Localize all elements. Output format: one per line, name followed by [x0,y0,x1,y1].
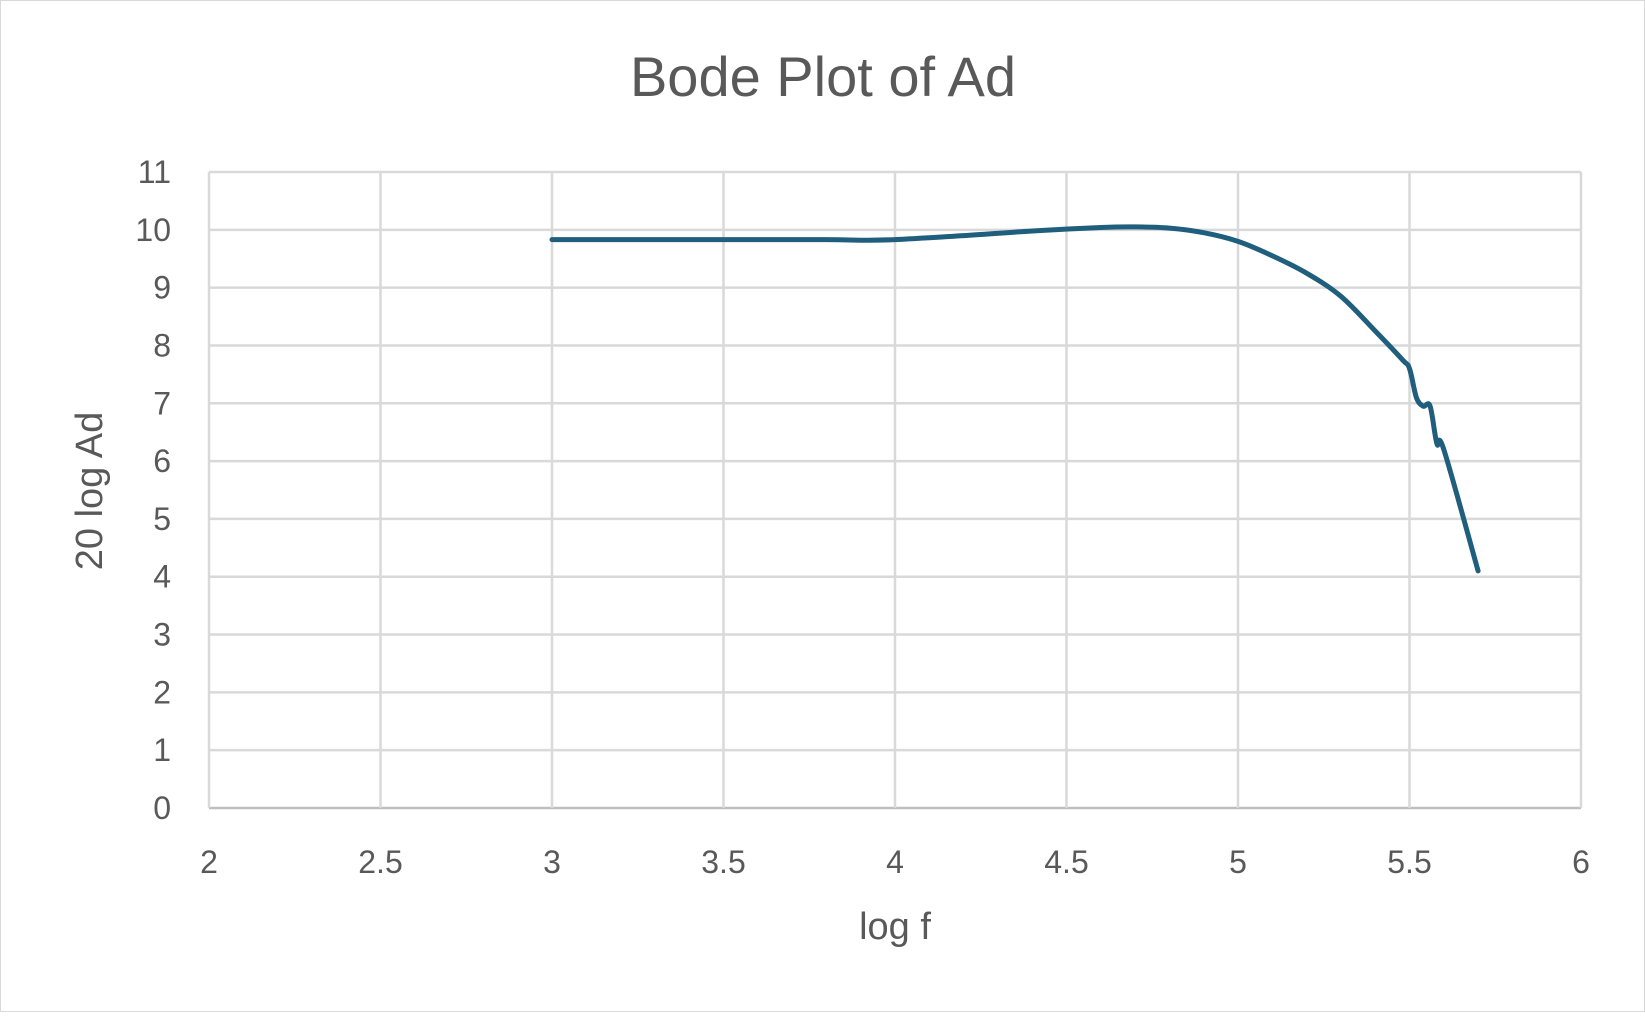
x-tick-label: 3.5 [701,844,745,880]
y-tick-label: 10 [135,212,171,248]
y-axis-title: 20 log Ad [69,412,111,570]
x-tick-label: 2 [200,844,218,880]
y-tick-label: 6 [153,443,171,479]
x-tick-label: 6 [1572,844,1590,880]
x-tick-label: 4 [886,844,904,880]
y-tick-label: 8 [153,327,171,363]
x-tick-label: 2.5 [358,844,402,880]
y-tick-label: 4 [153,559,171,595]
y-tick-label: 2 [153,674,171,710]
x-tick-label: 5.5 [1387,844,1431,880]
chart-title: Bode Plot of Ad [630,45,1016,108]
y-tick-label: 3 [153,617,171,653]
x-axis-title: log f [859,906,931,948]
y-tick-label: 0 [153,790,171,826]
y-tick-label: 9 [153,270,171,306]
x-tick-label: 3 [543,844,561,880]
y-tick-label: 5 [153,501,171,537]
series-line [549,224,1481,574]
y-axis-ticks: 0 1 2 3 4 5 6 7 8 9 10 11 [135,154,171,826]
y-tick-label: 7 [153,385,171,421]
grid [207,170,1583,810]
y-tick-label: 11 [138,154,171,190]
y-tick-label: 1 [153,732,171,768]
series-group [549,224,1481,574]
x-tick-label: 4.5 [1044,844,1088,880]
x-axis-ticks: 2 2.5 3 3.5 4 4.5 5 5.5 6 [200,844,1590,880]
x-tick-label: 5 [1229,844,1247,880]
